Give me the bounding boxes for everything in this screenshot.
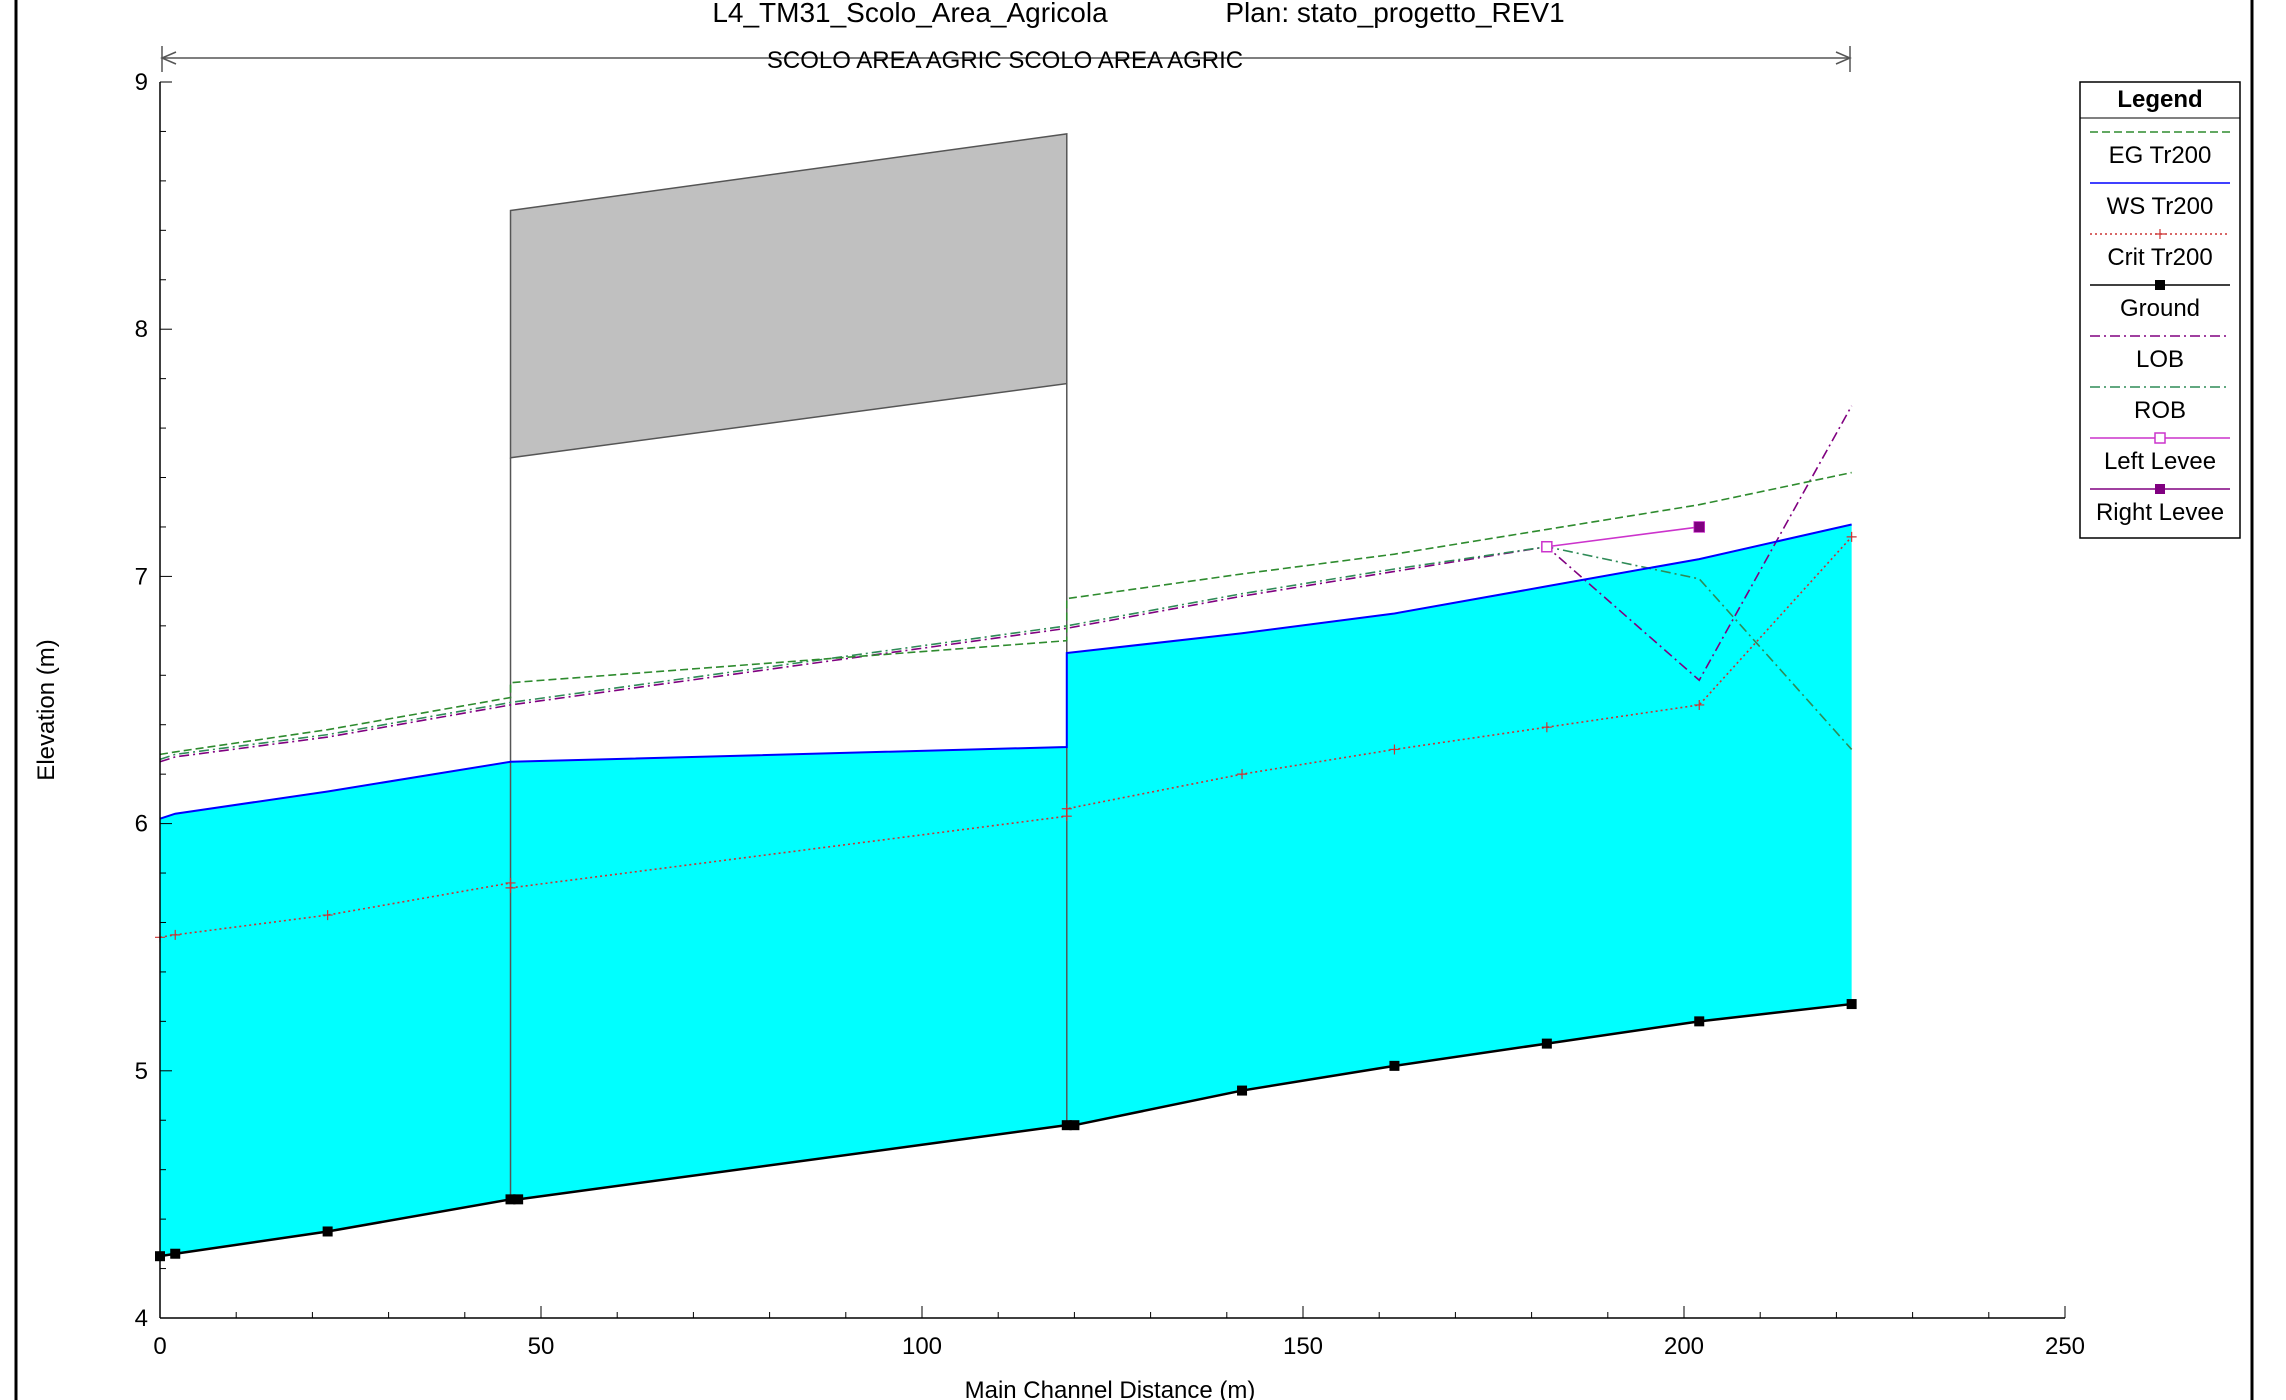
- legend-items: EG Tr200 WS Tr200 Crit Tr200 Ground LOB ROB Le…: [2090, 131, 2230, 526]
- x-tick-label: 100: [902, 1333, 942, 1360]
- series-point: [170, 929, 181, 940]
- series-point: [1541, 540, 1553, 553]
- legend-label: Crit Tr200: [2107, 244, 2212, 271]
- legend-item-rob: ROB: [2090, 386, 2230, 424]
- legend-label: WS Tr200: [2107, 193, 2214, 220]
- series-point: [1237, 1085, 1248, 1096]
- series-eg-tr200: [159, 471, 1852, 756]
- legend-label: Left Levee: [2104, 448, 2216, 475]
- legend-item-ground: Ground: [2090, 280, 2230, 322]
- x-tick-label: 250: [2045, 1333, 2085, 1360]
- series-point: [1541, 722, 1552, 733]
- y-tick-label: 8: [135, 316, 148, 343]
- legend-label: EG Tr200: [2109, 142, 2212, 169]
- series-line-lob: [159, 405, 1853, 763]
- legend-item-crit-tr200: Crit Tr200: [2090, 229, 2230, 271]
- series-point: [322, 910, 333, 921]
- series-ws-tr200: [159, 523, 1852, 820]
- legend-label: Right Levee: [2096, 499, 2224, 526]
- legend: Legend EG Tr200 WS Tr200 Crit Tr200 Ground L…: [2079, 81, 2241, 539]
- series-point: [170, 1248, 181, 1259]
- series-point: [1069, 1120, 1080, 1131]
- chart-title-plan: Plan: stato_progetto_REV1: [1225, 0, 1564, 28]
- series-point: [1846, 531, 1857, 542]
- legend-label: ROB: [2134, 397, 2186, 424]
- reach-label: SCOLO AREA AGRIC SCOLO AREA AGRIC: [767, 47, 1243, 74]
- series-point: [322, 1226, 333, 1237]
- legend-item-eg-tr200: EG Tr200: [2090, 131, 2230, 169]
- y-tick-label: 5: [135, 1058, 148, 1085]
- series-line-left-levee: [1546, 526, 1700, 548]
- series-point: [513, 1194, 524, 1205]
- legend-marker: [2155, 229, 2165, 239]
- y-tick-label: 7: [135, 563, 148, 590]
- series-point: [1694, 521, 1705, 532]
- water-fill-area: [160, 524, 1852, 1257]
- series-point: [1846, 999, 1857, 1010]
- chart-title-geometry: L4_TM31_Scolo_Area_Agricola: [712, 0, 1108, 28]
- x-tick-label: 0: [153, 1333, 166, 1360]
- legend-marker: [2155, 280, 2165, 290]
- bridge-layer: [509, 133, 1068, 1200]
- legend-label: LOB: [2136, 346, 2184, 373]
- series-line-ws-tr200: [159, 523, 1852, 820]
- x-tick-label: 200: [1664, 1333, 1704, 1360]
- water-fill-layer: [160, 524, 1852, 1257]
- legend-item-lob: LOB: [2090, 335, 2230, 373]
- series-point: [1237, 769, 1248, 780]
- y-tick-label: 4: [135, 1305, 148, 1332]
- y-axis-label: Elevation (m): [33, 639, 60, 780]
- series-left-levee: [1541, 521, 1705, 553]
- series-layer: [155, 405, 1857, 1262]
- y-tick-label: 6: [135, 811, 148, 838]
- series-crit-tr200: [155, 531, 1857, 943]
- legend-item-right-levee: Right Levee: [2090, 484, 2230, 526]
- legend-item-left-levee: Left Levee: [2090, 432, 2230, 475]
- series-point: [1061, 803, 1072, 814]
- series-rob: [159, 545, 1853, 761]
- axes-layer: 4 5 6 7 8 9 0 50 100 150 200 250: [135, 69, 2085, 1360]
- series-point: [505, 1194, 516, 1205]
- series-line-rob: [159, 545, 1853, 761]
- series-lob: [159, 405, 1853, 763]
- legend-item-ws-tr200: WS Tr200: [2090, 182, 2230, 220]
- x-tick-label: 150: [1283, 1333, 1323, 1360]
- legend-box: [2079, 81, 2241, 539]
- series-point: [1061, 1120, 1072, 1131]
- series-point: [1389, 1060, 1400, 1071]
- x-axis-label: Main Channel Distance (m): [965, 1377, 1256, 1400]
- series-point: [1541, 1038, 1552, 1049]
- x-tick-label: 50: [528, 1333, 555, 1360]
- series-point: [1694, 699, 1705, 710]
- legend-marker: [2155, 484, 2165, 494]
- series-point: [1694, 1016, 1705, 1027]
- series-line-eg-tr200: [159, 471, 1852, 756]
- series-line-crit-tr200: [159, 536, 1853, 939]
- series-point: [1389, 744, 1400, 755]
- series-right-levee: [1694, 521, 1705, 532]
- bridge-deck: [509, 133, 1068, 459]
- legend-label: Ground: [2120, 295, 2200, 322]
- legend-marker: [2154, 432, 2166, 444]
- reach-extent-arrow: [160, 46, 1852, 72]
- series-point: [505, 882, 516, 893]
- legend-title: Legend: [2117, 86, 2202, 113]
- y-tick-label: 9: [135, 69, 148, 96]
